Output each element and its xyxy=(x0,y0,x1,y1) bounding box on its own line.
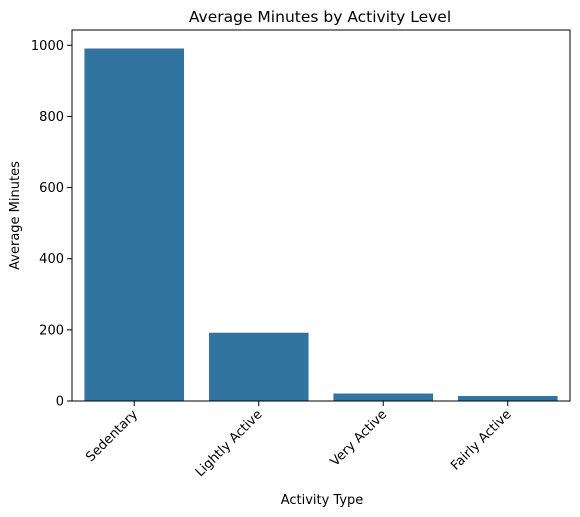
bars-group xyxy=(84,48,558,401)
x-tick-label: Sedentary xyxy=(83,407,141,465)
y-axis: 0 200 400 600 800 1000 xyxy=(31,39,72,410)
y-tick-label: 1000 xyxy=(31,39,64,54)
x-tick-label: Fairly Active xyxy=(448,407,514,473)
x-axis-label: Activity Type xyxy=(281,493,364,508)
y-tick-label: 0 xyxy=(56,395,64,410)
y-tick-label: 200 xyxy=(39,323,64,338)
bar-sedentary xyxy=(84,48,185,401)
x-tick-label: Lightly Active xyxy=(193,407,266,480)
y-axis-label: Average Minutes xyxy=(8,161,23,270)
bar-fairly-active xyxy=(457,396,558,401)
bar-very-active xyxy=(333,393,434,401)
chart-title: Average Minutes by Activity Level xyxy=(189,8,451,26)
y-tick-label: 800 xyxy=(39,110,64,125)
y-tick-label: 400 xyxy=(39,252,64,267)
x-tick-label: Very Active xyxy=(328,407,390,469)
bar-lightly-active xyxy=(208,332,309,401)
y-tick-label: 600 xyxy=(39,181,64,196)
plot-frame xyxy=(71,29,571,402)
x-axis: Sedentary Lightly Active Very Active Fairly… xyxy=(83,401,515,480)
